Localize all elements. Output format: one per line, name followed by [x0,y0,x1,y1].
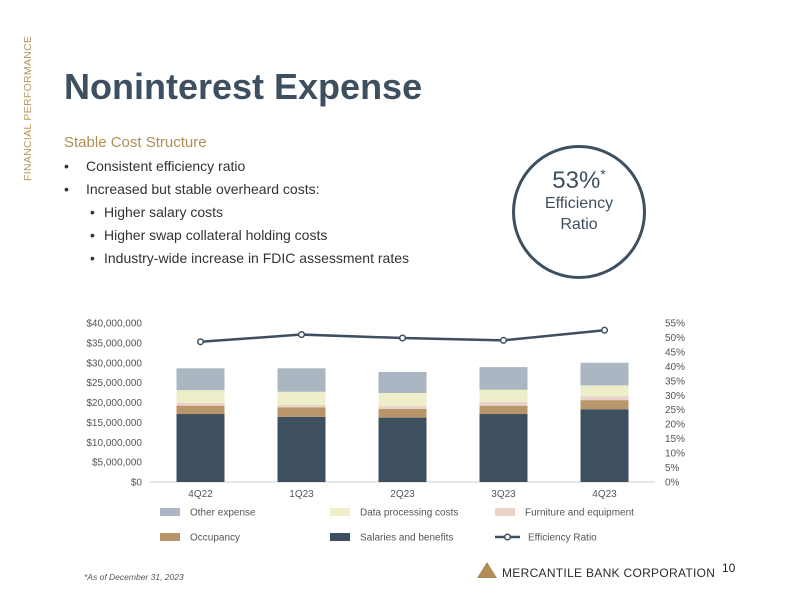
bar-segment [378,392,427,407]
x-tick-label: 3Q23 [491,489,516,500]
callout-label-line1: Efficiency [544,195,614,212]
y2-tick-label: 0% [665,478,680,489]
bullet-text: Consistent efficiency ratio [86,158,246,174]
bar-segment [277,407,326,417]
sub-bullet-text: Higher salary costs [104,204,224,220]
bullet-dot: • [64,181,69,197]
bar-segment [277,368,326,392]
sub-bullet-text: Higher swap collateral holding costs [104,227,328,243]
section-subtitle: Stable Cost Structure [64,134,207,151]
bar-segment [479,401,528,406]
y-tick-label: $15,000,000 [86,418,142,429]
x-tick-label: 2Q23 [390,489,415,500]
y-tick-label: $25,000,000 [86,378,142,389]
callout-label-line2: Ratio [560,216,598,233]
y2-tick-label: 15% [665,434,685,445]
y-tick-label: $40,000,000 [86,319,142,330]
bar-segment [479,389,528,402]
bar-segment [277,416,326,482]
y-tick-label: $20,000,000 [86,398,142,409]
bar-segment [277,391,326,405]
legend-label: Occupancy [190,533,240,544]
company-name: MERCANTILE BANK CORPORATION [502,566,716,580]
sub-bullet-text: Industry-wide increase in FDIC assessmen… [104,250,409,266]
legend-label: Furniture and equipment [525,508,634,519]
bar-segment [580,385,629,397]
page-number: 10 [722,561,736,575]
bar-segment [176,402,225,406]
y2-tick-label: 50% [665,333,685,344]
y2-tick-label: 25% [665,405,685,416]
legend-label: Data processing costs [360,508,458,519]
bar-segment [378,406,427,409]
bar-segment [479,414,528,482]
bar-segment [176,368,225,391]
bar-segment [378,417,427,482]
bullet-dot: • [90,204,95,220]
callout-asterisk: * [600,166,606,182]
bar-segment [378,371,427,393]
y2-tick-label: 20% [665,420,685,431]
y-tick-label: $0 [131,478,143,489]
y2-tick-label: 40% [665,362,685,373]
y2-tick-label: 35% [665,376,685,387]
bar-segment [176,414,225,482]
legend-line-marker [503,533,512,541]
bar-segment [479,405,528,415]
bar-segment [580,409,629,482]
bullet-dot: • [90,227,95,243]
legend-label: Salaries and benefits [360,533,453,544]
bar-segment [277,404,326,408]
efficiency-ratio-point [600,326,609,334]
bullet-dot: • [90,250,95,266]
efficiency-ratio-point [297,331,306,339]
bullet-dot: • [64,158,69,174]
legend-label: Other expense [190,508,256,519]
bar-segment [176,405,225,415]
bar-segment [378,408,427,418]
y2-tick-label: 45% [665,347,685,358]
y-tick-label: $5,000,000 [92,458,142,469]
x-tick-label: 1Q23 [289,489,314,500]
y-tick-label: $35,000,000 [86,338,142,349]
x-tick-label: 4Q23 [592,489,617,500]
bar-segment [479,367,528,390]
x-tick-label: 4Q22 [188,489,213,500]
company-logo-icon [477,562,497,578]
legend-swatch [330,508,350,516]
bar-segment [580,396,629,401]
callout-value-wrap: 53%* [515,166,643,195]
y2-tick-label: 55% [665,319,685,330]
legend-swatch [160,508,180,516]
callout-value: 53% [552,167,601,194]
legend-swatch [495,508,515,516]
y2-tick-label: 10% [665,449,685,460]
efficiency-ratio-point [196,338,205,346]
y2-tick-label: 5% [665,463,680,474]
efficiency-ratio-callout: 53%* Efficiency Ratio [512,145,646,279]
footnote: *As of December 31, 2023 [84,572,184,582]
legend-swatch [160,533,180,541]
bar-segment [176,390,225,403]
bar-segment [580,362,629,386]
bar-segment [580,400,629,410]
bullet-text: Increased but stable overheard costs: [86,181,320,197]
y2-tick-label: 30% [665,391,685,402]
page-title: Noninterest Expense [64,66,423,107]
legend-label: Efficiency Ratio [528,533,597,544]
y-tick-label: $10,000,000 [86,438,142,449]
legend-swatch [330,533,350,541]
efficiency-ratio-point [398,334,407,342]
efficiency-ratio-point [499,336,508,344]
y-tick-label: $30,000,000 [86,358,142,369]
